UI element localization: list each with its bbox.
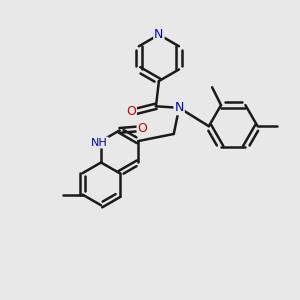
Text: O: O [137,122,147,135]
Text: O: O [126,105,136,118]
Text: NH: NH [91,138,108,148]
Text: N: N [154,28,164,41]
Text: N: N [174,101,184,114]
